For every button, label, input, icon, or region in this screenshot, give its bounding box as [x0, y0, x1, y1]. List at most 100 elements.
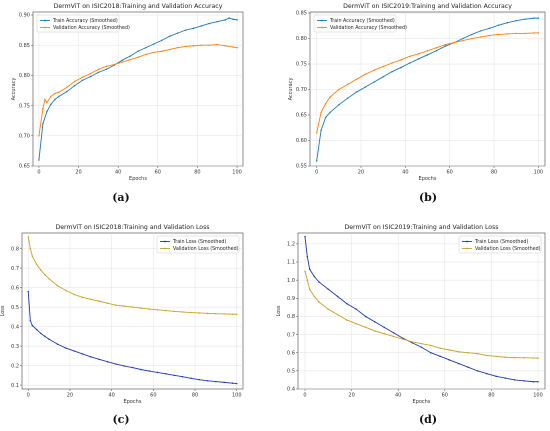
- series-1-point: [38, 159, 40, 161]
- series-2-point: [73, 294, 75, 296]
- series-2-point: [74, 81, 76, 83]
- series-2-point: [316, 132, 318, 134]
- y-tick-label: 0.75: [296, 62, 307, 68]
- series-1-point: [132, 367, 134, 369]
- series-2-point: [106, 66, 108, 68]
- series-1-point: [524, 18, 526, 20]
- y-tick-label: 0.9: [287, 296, 295, 302]
- series-2-point: [498, 34, 500, 36]
- series-1-point: [161, 40, 163, 42]
- series-1-point: [480, 30, 482, 32]
- legend-marker: [466, 248, 468, 250]
- series-2-point: [489, 35, 491, 37]
- series-1-point: [36, 329, 38, 331]
- series-2-point: [57, 285, 59, 287]
- series-1-point: [145, 47, 147, 49]
- series-2-point: [495, 356, 497, 358]
- series-1-point: [427, 54, 429, 56]
- series-2-point: [223, 313, 225, 315]
- y-tick-label: 0.55: [296, 164, 307, 170]
- series-2-point: [121, 61, 123, 63]
- series-2-point: [65, 290, 67, 292]
- series-1-point: [82, 353, 84, 355]
- x-tick-label: 0: [27, 393, 30, 399]
- series-2-point: [224, 45, 226, 47]
- series-2-point: [505, 357, 507, 359]
- series-1-point: [304, 236, 306, 238]
- y-tick-label: 0.3: [11, 344, 19, 350]
- series-2-point: [48, 278, 50, 280]
- series-2-point: [182, 311, 184, 313]
- series-2-point: [58, 92, 60, 94]
- series-2-point: [309, 288, 311, 290]
- series-1-point: [444, 45, 446, 47]
- series-1-point: [356, 308, 358, 310]
- y-tick-label: 0.85: [296, 11, 307, 17]
- series-1-point: [157, 372, 159, 374]
- series-1-point: [137, 51, 139, 53]
- series-2-point: [524, 33, 526, 35]
- legend-marker: [164, 241, 166, 243]
- y-tick-label: 0.75: [19, 103, 30, 109]
- x-tick-label: 40: [108, 393, 114, 399]
- series-1-point: [449, 359, 451, 361]
- series-2-point: [383, 333, 385, 335]
- series-2-point: [356, 79, 358, 81]
- series-2-point: [82, 297, 84, 299]
- series-1-point: [316, 160, 318, 162]
- series-2-point: [28, 236, 30, 238]
- legend-entry: Validation Loss (Smoothed): [173, 246, 239, 252]
- legend-marker: [321, 20, 323, 22]
- series-2-point: [347, 84, 349, 86]
- series-1-point: [74, 85, 76, 87]
- series-line-1: [39, 18, 237, 160]
- series-2-point: [458, 351, 460, 353]
- series-2-point: [207, 313, 209, 315]
- legend-marker: [44, 27, 46, 29]
- series-1-point: [418, 58, 420, 60]
- series-1-point: [365, 86, 367, 88]
- series-2-point: [145, 54, 147, 56]
- x-tick-label: 20: [348, 393, 354, 399]
- y-tick-label: 0.8: [11, 246, 19, 252]
- series-1-point: [98, 72, 100, 74]
- series-2-point: [439, 347, 441, 349]
- series-1-point: [382, 76, 384, 78]
- series-2-point: [32, 256, 34, 258]
- series-1-point: [140, 369, 142, 371]
- legend-entry: Validation Accuracy (Smoothed): [53, 25, 130, 31]
- series-1-point: [236, 19, 238, 21]
- series-1-point: [123, 365, 125, 367]
- series-1-point: [185, 29, 187, 31]
- series-1-point: [215, 381, 217, 383]
- series-2-point: [471, 38, 473, 40]
- series-1-point: [374, 81, 376, 83]
- series-2-point: [328, 308, 330, 310]
- series-1-point: [477, 370, 479, 372]
- series-1-point: [538, 17, 540, 19]
- series-1-point: [121, 60, 123, 62]
- series-2-point: [329, 96, 331, 98]
- legend-entry: Validation Loss (Smoothed): [475, 246, 541, 252]
- series-1-point: [173, 375, 175, 377]
- series-1-point: [498, 25, 500, 27]
- series-2-point: [165, 310, 167, 312]
- series-1-point: [505, 377, 507, 379]
- y-tick-label: 0.80: [19, 73, 30, 79]
- series-2-point: [123, 305, 125, 307]
- y-tick-label: 0.6: [287, 350, 295, 356]
- y-tick-label: 0.1: [11, 383, 19, 389]
- series-2-point: [421, 343, 423, 345]
- y-tick-label: 0.70: [19, 134, 30, 140]
- chart-title: DermViT on ISIC2018:Training and Validat…: [55, 224, 209, 231]
- series-1-point: [98, 359, 100, 361]
- series-1-point: [337, 296, 339, 298]
- series-2-point: [38, 135, 40, 137]
- series-2-point: [449, 349, 451, 351]
- series-1-point: [489, 28, 491, 30]
- series-1-point: [374, 321, 376, 323]
- series-1-point: [307, 256, 309, 258]
- series-1-point: [537, 381, 539, 383]
- series-1-point: [236, 383, 238, 385]
- y-axis-label: Loss: [0, 305, 6, 316]
